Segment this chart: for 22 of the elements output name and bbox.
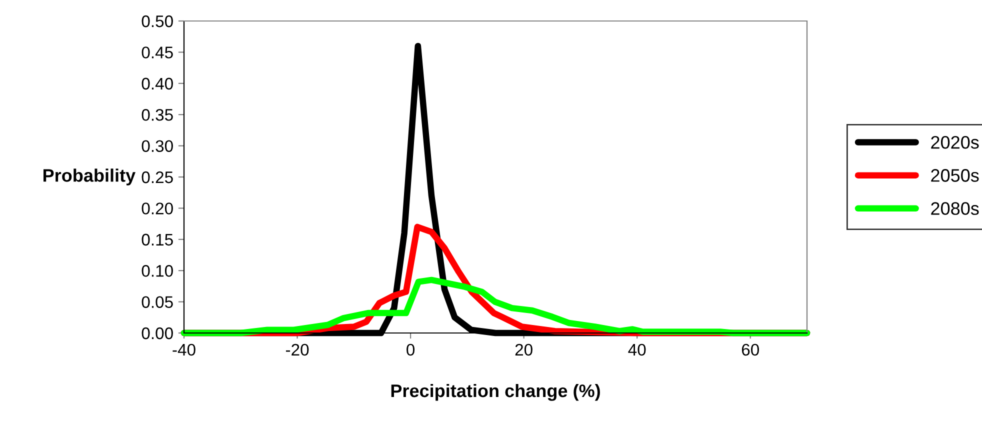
- x-axis-title: Precipitation change (%): [391, 384, 600, 401]
- y-tick-label: 0.10: [142, 265, 173, 277]
- y-tick-label: 0.50: [142, 15, 173, 28]
- y-tick-label: 0.15: [142, 234, 173, 246]
- y-tick-label: 0.00: [142, 327, 173, 340]
- x-tick-label: 20: [515, 344, 532, 356]
- y-tick-label: 0.30: [142, 140, 173, 152]
- y-tick-label: 0.35: [142, 109, 173, 121]
- y-tick-label: 0.45: [142, 46, 173, 58]
- y-tick-label: 0.20: [142, 202, 173, 214]
- x-tick-label: 60: [742, 344, 759, 356]
- legend-label: 2080s: [931, 202, 979, 215]
- y-axis-title: Probability: [44, 168, 136, 186]
- x-tick-label: 0: [406, 344, 415, 356]
- legend-label: 2020s: [931, 136, 979, 149]
- x-tick-label: -40: [172, 344, 196, 356]
- x-tick-label: -20: [286, 344, 309, 356]
- y-tick-label: 0.05: [142, 296, 173, 308]
- legend-label: 2050s: [931, 169, 979, 182]
- y-tick-label: 0.40: [142, 78, 173, 90]
- y-tick-label: 0.25: [142, 171, 173, 184]
- x-tick-label: 40: [628, 344, 646, 356]
